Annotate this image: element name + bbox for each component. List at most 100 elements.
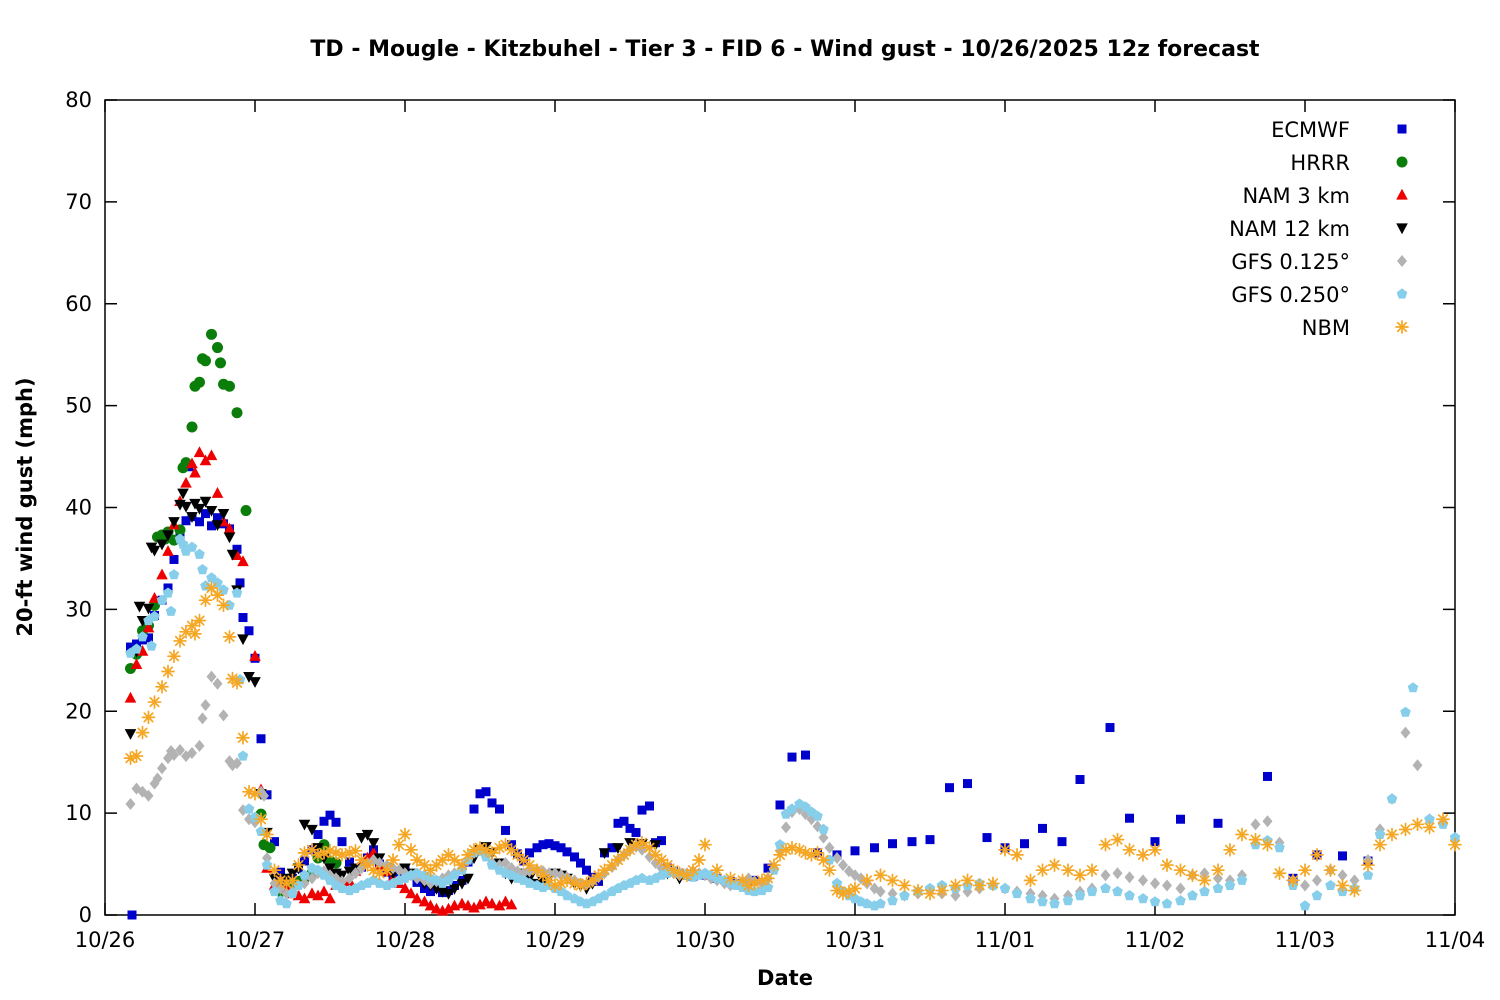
data-point-nam-12-km	[324, 863, 336, 875]
data-point-nam-12-km	[598, 848, 611, 860]
x-tick-label: 11/01	[975, 928, 1036, 952]
data-point-gfs-0-125	[307, 872, 317, 885]
legend-label-nam-12-km: NAM 12 km	[1229, 217, 1350, 241]
data-point-hrrr	[224, 380, 235, 392]
data-point-nam-12-km	[142, 603, 155, 615]
data-point-ecmwf	[313, 830, 323, 840]
x-tick-label: 10/27	[225, 928, 286, 952]
data-point-gfs-0-250	[1449, 832, 1461, 843]
data-point-nbm	[1260, 837, 1275, 852]
data-point-nam-3-km	[499, 895, 512, 907]
y-tick-label: 80	[65, 88, 92, 112]
data-point-nbm	[380, 863, 394, 878]
data-point-ecmwf	[657, 836, 666, 846]
data-point-nbm	[1448, 837, 1462, 852]
data-point-gfs-0-250	[411, 867, 423, 878]
data-point-ecmwf	[787, 752, 797, 762]
data-point-gfs-0-125	[818, 831, 829, 844]
data-point-ecmwf	[1150, 837, 1160, 847]
data-point-gfs-0-250	[1100, 882, 1111, 893]
data-point-nbm	[1073, 868, 1087, 883]
data-point-nbm	[198, 593, 213, 608]
data-point-gfs-0-250	[1124, 890, 1135, 901]
data-point-gfs-0-250	[255, 825, 267, 836]
data-point-ecmwf	[907, 837, 917, 847]
data-point-hrrr	[240, 505, 252, 517]
data-point-gfs-0-250	[449, 869, 460, 880]
data-point-ecmwf	[213, 513, 222, 523]
legend-label-ecmwf: ECMWF	[1271, 118, 1350, 142]
data-point-gfs-0-125	[856, 872, 866, 885]
data-point-nbm	[998, 842, 1012, 857]
data-point-ecmwf	[963, 779, 972, 789]
data-point-nbm	[260, 827, 274, 842]
data-point-nam-3-km	[411, 892, 423, 904]
data-point-nbm	[1211, 863, 1225, 878]
data-point-nam-12-km	[612, 843, 624, 854]
data-point-gfs-0-125	[344, 872, 355, 885]
data-point-gfs-0-250	[1149, 896, 1161, 907]
data-point-gfs-0-125	[350, 867, 361, 880]
data-point-ecmwf	[570, 852, 579, 862]
data-point-gfs-0-125	[1199, 867, 1210, 880]
data-point-nbm	[1010, 848, 1024, 862]
data-point-gfs-0-250	[861, 898, 873, 909]
data-point-nbm	[192, 613, 207, 628]
data-point-ecmwf	[181, 516, 191, 526]
data-point-hrrr	[212, 342, 223, 354]
data-point-gfs-0-250	[887, 895, 898, 906]
data-point-gfs-0-250	[1299, 900, 1311, 911]
data-point-gfs-0-125	[1300, 879, 1310, 892]
data-point-gfs-0-250	[261, 859, 273, 870]
data-point-gfs-0-125	[259, 789, 269, 802]
data-point-nbm	[392, 837, 406, 852]
data-point-nbm	[498, 837, 513, 852]
data-point-ecmwf	[276, 867, 285, 877]
data-point-nam-3-km	[193, 446, 206, 458]
data-point-nam-12-km	[193, 503, 206, 515]
data-point-nbm	[455, 858, 469, 872]
data-point-nbm	[1422, 820, 1437, 835]
data-point-gfs-0-250	[194, 548, 205, 559]
data-point-ecmwf	[501, 825, 510, 835]
data-point-gfs-0-125	[1138, 874, 1148, 887]
data-point-gfs-0-250	[786, 803, 798, 814]
y-tick-label: 0	[79, 903, 92, 927]
data-point-nbm	[1436, 812, 1450, 827]
data-point-ecmwf	[532, 843, 542, 853]
data-point-nbm	[1235, 827, 1249, 842]
data-point-nbm	[254, 812, 268, 827]
x-axis-label: Date	[757, 966, 813, 990]
data-point-nam-12-km	[448, 883, 461, 895]
data-point-ecmwf	[331, 817, 341, 827]
data-point-nbm	[1298, 863, 1312, 878]
data-point-nbm	[860, 873, 874, 888]
data-point-nam-3-km	[180, 476, 192, 488]
data-point-ecmwf	[1213, 818, 1223, 828]
data-point-nam-3-km	[493, 899, 506, 911]
data-point-nam-3-km	[237, 555, 249, 567]
data-point-ecmwf	[495, 804, 504, 814]
data-point-nbm	[1085, 863, 1099, 878]
data-point-gfs-0-125	[832, 851, 842, 864]
data-point-gfs-0-250	[1062, 895, 1074, 906]
data-point-nbm	[410, 853, 424, 867]
data-point-gfs-0-250	[197, 564, 208, 575]
data-point-gfs-0-250	[1137, 893, 1149, 904]
x-tick-label: 10/31	[825, 928, 886, 952]
data-point-gfs-0-125	[200, 699, 211, 712]
data-point-gfs-0-125	[1349, 874, 1360, 887]
data-point-gfs-0-250	[165, 605, 177, 616]
data-point-nbm	[710, 863, 724, 878]
data-point-ecmwf	[126, 642, 135, 652]
data-point-nam-3-km	[298, 892, 311, 904]
data-point-gfs-0-250	[1274, 842, 1285, 853]
data-point-ecmwf	[238, 613, 248, 623]
data-point-nbm	[267, 863, 282, 878]
data-point-gfs-0-250	[1212, 882, 1224, 893]
data-point-nbm	[1160, 858, 1174, 872]
data-point-nbm	[485, 846, 499, 860]
data-point-gfs-0-250	[186, 541, 198, 552]
data-point-nam-12-km	[649, 840, 662, 851]
